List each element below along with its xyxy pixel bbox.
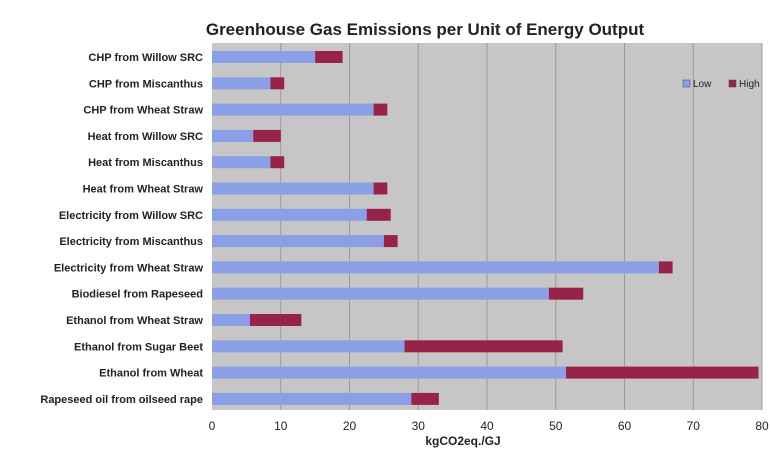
category-label: Heat from Wheat Straw: [83, 184, 204, 196]
bar-low: [212, 156, 271, 169]
bar-high: [366, 208, 391, 221]
x-tick-label: 60: [618, 419, 632, 433]
bar-low: [212, 208, 367, 221]
x-tick-labels: 0 10 20 30 40 50 60 70 80: [209, 419, 769, 433]
x-tick-label: 30: [412, 419, 426, 433]
category-labels: CHP from Willow SRC CHP from Miscanthus CH…: [40, 52, 203, 406]
category-label: CHP from Miscanthus: [89, 78, 203, 90]
chart-title: Greenhouse Gas Emissions per Unit of Ene…: [206, 20, 645, 39]
category-label: Rapeseed oil from oilseed rape: [40, 394, 203, 406]
legend-swatch: [728, 79, 737, 88]
bar-low: [212, 51, 316, 63]
bar-high: [373, 103, 388, 116]
bar-high: [270, 77, 285, 90]
bars-group: [212, 51, 759, 405]
bar-high: [383, 235, 398, 248]
bar-low: [212, 182, 374, 195]
bar-low: [212, 392, 412, 405]
bar-low: [212, 366, 567, 379]
bar-high: [253, 129, 281, 142]
category-label: Electricity from Miscanthus: [59, 236, 203, 248]
x-tick-label: 0: [209, 419, 216, 433]
bar-low: [212, 314, 250, 326]
category-label: Heat from Willow SRC: [88, 131, 203, 143]
legend-swatch: [682, 79, 691, 88]
x-tick-label: 20: [343, 419, 357, 433]
category-label: Electricity from Wheat Straw: [54, 262, 204, 274]
bar-low: [212, 77, 271, 90]
bar-high: [411, 392, 439, 405]
bar-high: [373, 182, 388, 195]
legend-label: High: [739, 79, 760, 90]
legend-label: Low: [693, 79, 712, 90]
bar-high: [658, 261, 673, 274]
x-tick-label: 50: [549, 419, 563, 433]
x-tick-label: 40: [480, 419, 494, 433]
category-label: CHP from Willow SRC: [88, 52, 203, 64]
bar-low: [212, 340, 405, 353]
bar-high: [404, 340, 563, 353]
x-tick-label: 70: [687, 419, 701, 433]
x-tick-label: 10: [274, 419, 288, 433]
x-tick-label: 80: [755, 419, 769, 433]
bar-low: [212, 129, 254, 142]
category-label: Ethanol from Wheat Straw: [66, 315, 203, 327]
bar-low: [212, 103, 374, 116]
category-label: Ethanol from Sugar Beet: [74, 341, 203, 353]
category-label: CHP from Wheat Straw: [83, 105, 203, 117]
bar-low: [212, 287, 549, 300]
x-axis-title: kgCO2eq./GJ: [425, 434, 500, 448]
bar-high: [270, 156, 285, 169]
category-label: Heat from Miscanthus: [88, 157, 203, 169]
bar-low: [212, 261, 659, 274]
bar-low: [212, 235, 384, 248]
category-label: Electricity from Willow SRC: [59, 210, 203, 222]
category-label: Ethanol from Wheat: [99, 368, 203, 380]
legend: Low High: [682, 79, 760, 90]
category-label: Biodiesel from Rapeseed: [72, 289, 203, 301]
bar-high: [315, 51, 343, 63]
bar-high: [548, 287, 584, 300]
bar-high: [566, 366, 759, 379]
bar-high: [249, 314, 302, 326]
